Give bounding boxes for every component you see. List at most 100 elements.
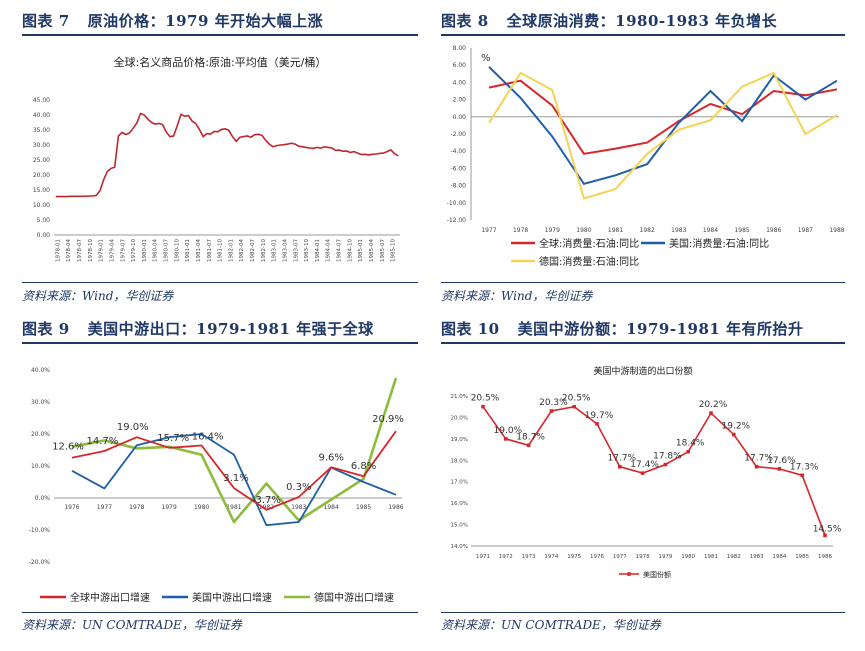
source-note: 资料来源：UN COMTRADE，华创证券 [441,618,661,632]
data-label: 12.6% [52,442,84,453]
y-tick-label: -6.00 [450,165,466,172]
y-tick-label: 0.00 [453,114,467,121]
y-tick-label: 10.0% [31,463,50,470]
x-tick-label: 1980-07 [164,238,170,261]
x-tick-label: 1979-01 [99,239,105,262]
y-tick-label: 6.00 [453,62,467,69]
x-tick-label: 1978 [636,554,650,560]
y-tick-label: 20.0% [31,431,50,438]
legend-label: 全球:消费量:石油:同比 [539,237,639,250]
y-tick-label: 25.00 [33,157,50,164]
data-point [823,533,827,538]
x-tick-label: 1977 [97,504,112,511]
panel-title: 图表 9 美国中游出口：1979-1981 年强于全球 [22,318,374,339]
x-tick-label: 1983-07 [293,239,299,262]
unit-label: % [481,53,491,64]
y-tick-label: -8.00 [450,183,466,190]
title-rule [22,34,418,36]
y-tick-label: -2.00 [450,131,466,138]
x-tick-label: 1980-01 [142,239,148,262]
y-tick-label: 8.00 [453,45,467,52]
x-tick-label: 1981-10 [218,239,224,262]
legend-label: 美国:消费量:石油:同比 [669,237,769,250]
data-point [732,432,736,437]
y-tick-label: 20.00 [33,172,50,179]
data-point [640,471,645,475]
data-label: 19.0% [494,426,523,436]
data-label: 17.7% [744,454,773,464]
data-point [572,404,576,409]
data-label: 3.1% [223,473,248,484]
x-tick-label: 1982 [727,554,741,560]
panel-title-text: 美国中游份额：1979-1981 年有所抬升 [517,320,804,338]
x-tick-label: 1978-04 [66,238,72,261]
series-line-2 [488,66,838,186]
y-tick-label: 0.0% [35,495,51,502]
data-point [663,462,668,467]
x-tick-label: 1978-07 [77,238,83,261]
data-label: 19.7% [585,411,614,421]
title-rule [441,342,845,344]
panel-title-text: 美国中游出口：1979-1981 年强于全球 [87,320,374,338]
chart-share-box: 美国中游制造的出口份额 14.0% 15.0% 16.0% 17.0% 18.0% 19.0… [441,350,845,612]
x-tick-label: 1982-10 [261,238,267,261]
source-note: 资料来源：UN COMTRADE，华创证券 [22,618,242,632]
panel-title: 图表 10 美国中游份额：1979-1981 年有所抬升 [441,318,804,339]
series-line-oil-price [55,112,399,198]
x-tick-label: 1984-04 [326,238,332,261]
x-tick-label: 1984 [772,554,786,560]
x-tick-label: 1983-04 [283,239,289,262]
data-point [800,473,804,478]
legend-label: 美国中游出口增速 [192,591,272,604]
x-tick-label: 1978-01 [55,239,61,262]
x-tick-label: 1978 [513,227,528,234]
x-tick-label: 1981 [226,504,241,511]
x-tick-label: 1981-07 [207,239,213,262]
x-tick-label: 1980-10 [174,238,180,261]
y-tick-label: 4.00 [453,79,467,86]
x-tick-label: 1983 [671,227,686,234]
y-tick-label: 17.0% [451,480,468,486]
y-tick-label: -10.0% [29,527,51,534]
data-point [618,464,622,469]
panel-title-text: 全球原油消费：1980-1983 年负增长 [506,12,778,30]
data-point [549,409,554,413]
chart-oil-price-box: 全球:名义商品价格:原油:平均值（美元/桶） 0.00 5.00 10.00 15.00… [22,42,418,282]
panel-us-midstream-share: 图表 10 美国中游份额：1979-1981 年有所抬升 美国中游制造的出口份额 1… [441,318,845,638]
y-tick-label: 35.00 [33,127,50,134]
series-line-1 [488,79,838,155]
y-tick-label: 5.00 [37,217,51,224]
data-label: 20.3% [539,398,568,408]
y-tick-label: 18.0% [451,458,468,464]
y-tick-label: -10.00 [447,200,467,207]
y-tick-label: 45.00 [33,97,50,104]
panel-us-midstream-export: 图表 9 美国中游出口：1979-1981 年强于全球 -20.0% -10.0% 0… [22,318,418,638]
y-tick-label: -12.00 [447,217,467,224]
data-point [777,467,782,471]
data-label: 15.7% [157,433,189,444]
source-rule [22,282,418,283]
x-tick-label: 1979-04 [110,239,116,262]
data-label: 14.7% [87,436,119,447]
x-tick-label: 1980 [194,504,209,511]
y-tick-label: -20.0% [29,559,51,566]
data-label: 20.2% [699,400,728,410]
x-tick-label: 1979 [162,504,177,511]
data-label: 20.5% [471,394,500,404]
chart-oil-price: 全球:名义商品价格:原油:平均值（美元/桶） 0.00 5.00 10.00 15.00… [22,42,418,282]
data-point [595,422,599,426]
source-rule [441,612,845,613]
x-tick-label: 1976 [64,504,79,511]
x-tick-label: 1980 [681,554,695,560]
x-tick-label: 1982 [640,227,655,234]
x-tick-label: 1981-01 [185,239,191,262]
data-label: 14.5% [813,524,842,534]
chart-title: 美国中游制造的出口份额 [593,365,692,377]
source-rule [441,282,845,283]
x-tick-label: 1973 [522,554,536,560]
x-tick-label: 1979-10 [131,239,137,262]
data-point [686,449,690,454]
data-label: 17.7% [608,454,637,464]
x-tick-label: 1979-07 [120,239,126,262]
x-tick-label: 1982-07 [250,238,256,261]
